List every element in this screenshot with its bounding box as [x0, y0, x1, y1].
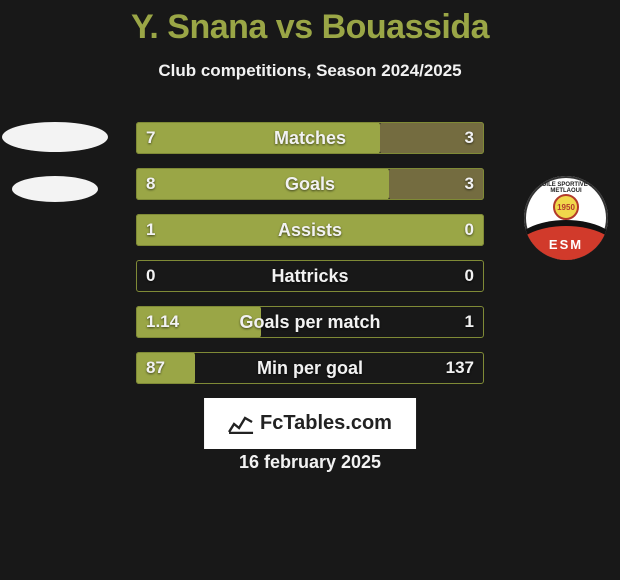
- right-club-badge: ETOILE SPORTIVE DE METLAOUI 1950 ESM: [524, 176, 608, 260]
- stat-row: Goals per match1.141: [136, 306, 484, 338]
- stat-row: Assists1 0: [136, 214, 484, 246]
- placeholder-shape: [12, 176, 98, 202]
- left-club-badge: [12, 120, 96, 204]
- crest-top-text: ETOILE SPORTIVE DE METLAOUI: [524, 182, 608, 194]
- stat-value-right: 137: [436, 352, 484, 384]
- crest-year: 1950: [553, 194, 579, 220]
- club-crest: ETOILE SPORTIVE DE METLAOUI 1950 ESM: [524, 176, 608, 260]
- stat-row: Min per goal87 137: [136, 352, 484, 384]
- stat-value-left: 1.14: [136, 306, 189, 338]
- stat-value-left: 7: [136, 122, 165, 154]
- watermark-chart-icon: [228, 414, 254, 434]
- stat-row: Matches7 3: [136, 122, 484, 154]
- watermark: FcTables.com: [204, 398, 416, 449]
- placeholder-shape: [2, 122, 108, 152]
- stat-row: Goals8 3: [136, 168, 484, 200]
- stat-label: Min per goal: [136, 352, 484, 384]
- page-title: Y. Snana vs Bouassida: [0, 0, 620, 47]
- comparison-bars: Matches73Goals83Assists10Hattricks00Goal…: [136, 122, 484, 398]
- stat-label: Hattricks: [136, 260, 484, 292]
- footer-date: 16 february 2025: [0, 452, 620, 473]
- subtitle: Club competitions, Season 2024/2025: [0, 61, 620, 81]
- title-right-name: Bouassida: [322, 8, 489, 46]
- stat-value-right: 0: [455, 214, 484, 246]
- crest-letters: ESM: [524, 237, 608, 252]
- stat-label: Goals: [136, 168, 484, 200]
- stat-value-left: 1: [136, 214, 165, 246]
- stat-row: Hattricks0 0: [136, 260, 484, 292]
- stat-value-right: 3: [455, 122, 484, 154]
- stat-value-right: 0: [455, 260, 484, 292]
- stat-label: Matches: [136, 122, 484, 154]
- stat-label: Assists: [136, 214, 484, 246]
- title-left-name: Y. Snana: [131, 8, 267, 46]
- title-vs: vs: [276, 8, 313, 46]
- stat-value-right: 1: [455, 306, 484, 338]
- watermark-text: FcTables.com: [260, 412, 392, 435]
- stat-value-left: 8: [136, 168, 165, 200]
- stat-value-right: 3: [455, 168, 484, 200]
- stat-value-left: 87: [136, 352, 175, 384]
- stat-value-left: 0: [136, 260, 165, 292]
